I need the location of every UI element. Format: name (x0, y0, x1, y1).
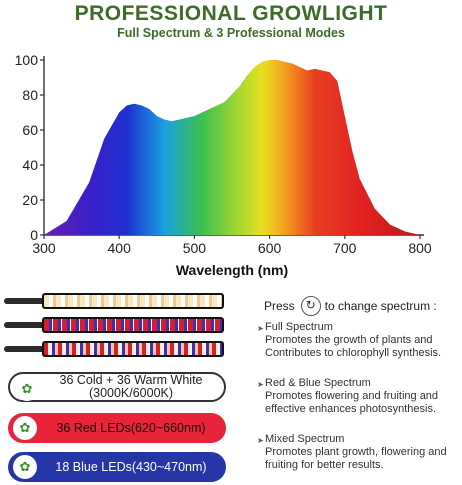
led-bar-mixed (42, 341, 224, 357)
bullet-arrow-icon: ➤ (257, 380, 264, 389)
mode-description-line: Promotes plant growth, flowering and (265, 446, 447, 459)
mode-name: Red & Blue Spectrum (265, 377, 371, 389)
y-tick-label: 100 (15, 52, 39, 68)
plant-icon: ✿ (13, 455, 37, 479)
x-tick-labels: 300 400 500 600 700 800 (32, 235, 432, 256)
x-tick-label: 700 (333, 240, 357, 256)
spectrum-area (44, 60, 420, 235)
x-tick-label: 300 (32, 240, 56, 256)
y-tick-label: 60 (22, 122, 38, 138)
press-instruction: Press ↻ to change spectrum : (264, 296, 437, 316)
cable (4, 298, 46, 304)
x-axis-label: Wavelength (nm) (176, 262, 288, 278)
mode-name: Full Spectrum (265, 321, 333, 333)
y-tick-label: 80 (22, 87, 38, 103)
plant-icon: ✿ (15, 377, 39, 401)
cable (4, 346, 46, 352)
x-tick-label: 500 (183, 240, 207, 256)
mode-name: Mixed Spectrum (265, 433, 345, 445)
mode-description-line: Promotes the growth of plants and (265, 334, 433, 347)
red-leds-badge: ✿ 36 Red LEDs(620~660nm) (8, 413, 226, 443)
bullet-arrow-icon: ➤ (257, 324, 264, 333)
mode-description-line: effective enhances photosynthesis. (265, 403, 437, 416)
press-label: Press (264, 299, 295, 313)
blue-leds-badge: ✿ 18 Blue LEDs(430~470nm) (8, 452, 226, 482)
y-tick-label: 20 (22, 192, 38, 208)
press-action-label: to change spectrum : (324, 299, 437, 313)
page-subtitle: Full Spectrum & 3 Professional Modes (117, 26, 345, 40)
bullet-arrow-icon: ➤ (257, 436, 264, 445)
blue-leds-label: 18 Blue LEDs(430~470nm) (55, 459, 207, 474)
x-tick-label: 800 (408, 240, 432, 256)
spectrum-chart: 300 400 500 600 700 800 0 20 40 60 80 100 Waveleng… (15, 52, 432, 278)
y-tick-label: 40 (22, 157, 38, 173)
mode-description-line: Contributes to chlorophyll synthesis. (265, 347, 442, 360)
white-leds-badge: ✿ 36 Cold + 36 Warm White (3000K/6000K) (8, 372, 226, 402)
led-bar-white (42, 293, 224, 309)
y-tick-labels: 0 20 40 60 80 100 (15, 52, 44, 243)
x-tick-label: 400 (108, 240, 132, 256)
red-leds-label: 36 Red LEDs(620~660nm) (56, 420, 206, 435)
white-leds-label: 36 Cold + 36 Warm White (59, 373, 203, 387)
white-leds-temperature: (3000K/6000K) (88, 386, 174, 400)
plant-icon: ✿ (13, 416, 37, 440)
x-tick-label: 600 (258, 240, 282, 256)
led-bar-red-blue (42, 317, 224, 333)
mode-description-line: fruiting for better results. (265, 459, 384, 472)
cycle-icon: ↻ (300, 296, 321, 316)
y-tick-label: 0 (30, 227, 38, 243)
mode-description-line: Promotes flowering and fruiting and (265, 390, 439, 403)
page-title: PROFESSIONAL GROWLIGHT (74, 2, 388, 25)
cable (4, 322, 46, 328)
